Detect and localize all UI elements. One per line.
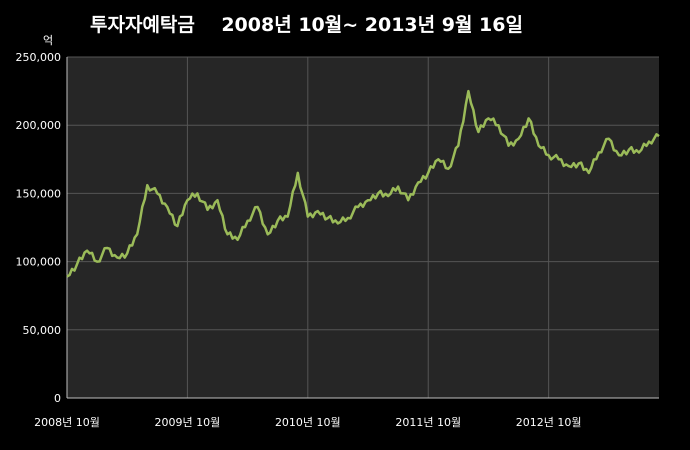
- x-tick-label: 2011년 10월: [395, 416, 461, 429]
- x-tick-label: 2008년 10월: [34, 416, 100, 429]
- series-line: [66, 89, 660, 278]
- y-tick-label: 200,000: [16, 119, 62, 132]
- y-tick-label: 0: [54, 392, 61, 405]
- y-tick-label: 250,000: [16, 51, 62, 64]
- y-tick-label: 150,000: [16, 187, 62, 200]
- horizontal-gridlines: [67, 56, 659, 331]
- vertical-gridlines: [186, 57, 550, 398]
- unit-label: 억: [43, 34, 53, 47]
- chart-title: 투자자예탁금 2008년 10월~ 2013년 9월 16일: [90, 14, 523, 36]
- x-tick-labels: 2008년 10월 2009년 10월 2010년 10월 2011년 10월 2012…: [34, 416, 581, 429]
- x-tick-label: 2009년 10월: [155, 416, 221, 429]
- x-tick-label: 2012년 10월: [516, 416, 582, 429]
- plot-area: [67, 57, 659, 398]
- y-tick-labels: 0 50,000 100,000 150,000 200,000 250,000: [16, 51, 62, 405]
- y-tick-label: 100,000: [16, 256, 62, 269]
- x-tick-label: 2010년 10월: [275, 416, 341, 429]
- y-tick-label: 50,000: [23, 324, 62, 337]
